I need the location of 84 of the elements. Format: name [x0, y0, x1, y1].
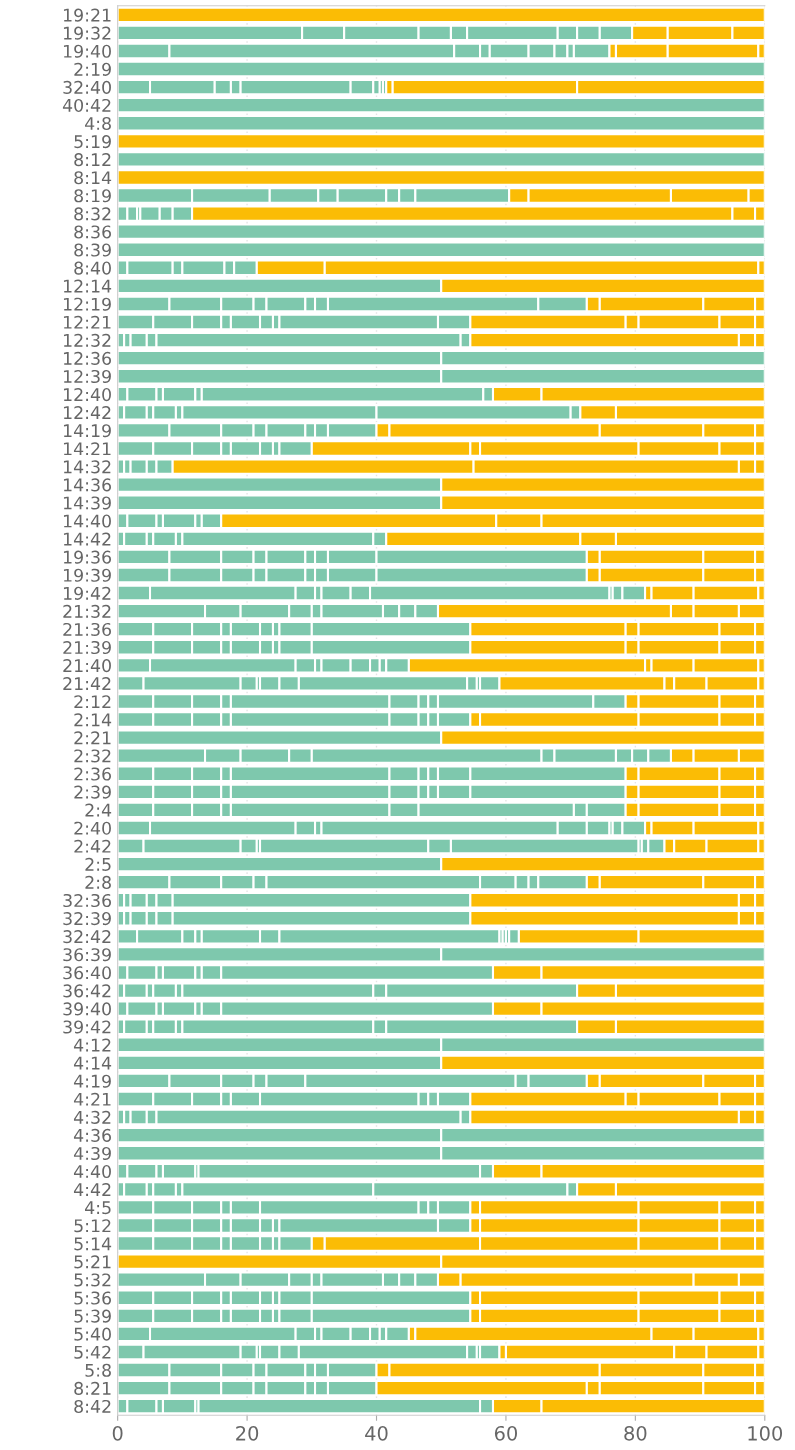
x-tick-label: 60: [494, 1425, 518, 1441]
y-tick-label: 8:42: [74, 1399, 111, 1414]
y-tick-label: 14:19: [63, 424, 111, 438]
y-tick-label: 14:40: [63, 514, 111, 528]
y-tick-label: 4:40: [73, 1164, 111, 1179]
y-tick-label: 2:36: [74, 767, 112, 781]
y-tick-label: 5:32: [74, 1273, 111, 1287]
y-tick-label: 5:12: [74, 1219, 111, 1233]
y-tick-label: 8:40: [74, 261, 111, 275]
y-tick-label: 32:42: [63, 930, 111, 944]
y-tick-label: 21:32: [63, 604, 111, 618]
y-tick-label: 4:32: [73, 1110, 111, 1124]
y-tick-label: 2:19: [74, 62, 111, 76]
y-tick-label: 19:42: [63, 586, 111, 600]
y-tick-label: 36:40: [63, 966, 111, 980]
y-tick-label: 4:5: [85, 1201, 111, 1215]
y-tick-label: 14:36: [63, 478, 112, 492]
y-tick-label: 4:8: [85, 116, 111, 131]
x-tick-label: 80: [624, 1425, 647, 1441]
y-tick-label: 21:42: [63, 677, 111, 690]
y-tick-label: 39:40: [63, 1002, 111, 1016]
y-tick-label: 12:39: [63, 369, 111, 384]
y-tick-label: 2:39: [74, 785, 111, 799]
y-tick-label: 8:32: [74, 207, 111, 221]
y-tick-label: 5:19: [74, 135, 111, 149]
y-tick-label: 19:40: [63, 44, 111, 58]
y-tick-label: 19:21: [63, 8, 111, 22]
y-tick-label: 2:40: [74, 821, 111, 835]
x-tick-label: 100: [748, 1425, 783, 1441]
y-tick-label: 12:36: [63, 351, 112, 365]
y-tick-label: 12:21: [63, 315, 111, 329]
y-tick-label: 2:32: [74, 749, 111, 763]
y-tick-label: 2:4: [85, 803, 112, 817]
y-tick-label: 32:36: [63, 893, 112, 908]
x-tick-label: 0: [112, 1425, 123, 1441]
y-tick-label: 8:12: [74, 153, 111, 167]
y-tick-label: 21:36: [63, 622, 112, 637]
y-tick-label: 4:42: [73, 1183, 111, 1196]
y-tick-label: 19:36: [63, 550, 112, 564]
y-tick-label: 14:21: [63, 442, 111, 456]
y-tick-label: 2:42: [74, 839, 111, 853]
y-tick-label: 8:39: [74, 243, 111, 257]
y-tick-label: 8:14: [74, 171, 112, 185]
y-tick-label: 5:39: [74, 1309, 111, 1323]
y-tick-label: 14:42: [63, 532, 111, 546]
y-tick-label: 12:42: [63, 406, 111, 419]
y-tick-label: 2:5: [85, 857, 111, 871]
y-tick-label: 5:36: [74, 1291, 112, 1305]
y-tick-label: 14:32: [63, 460, 111, 474]
y-tick-label: 12:14: [63, 279, 112, 293]
y-tick-label: 4:12: [73, 1038, 111, 1052]
y-tick-label: 32:39: [63, 912, 111, 926]
x-tick-label: 20: [236, 1425, 259, 1441]
y-tick-label: 4:19: [73, 1074, 111, 1088]
x-tick-label: 40: [365, 1425, 388, 1441]
y-tick-label: 5:42: [74, 1345, 111, 1359]
y-tick-label: 8:21: [74, 1381, 111, 1395]
y-tick-label: 32:40: [63, 80, 111, 94]
y-tick-label: 2:12: [74, 695, 111, 709]
y-tick-label: 36:39: [63, 948, 111, 962]
y-tick-label: 2:8: [85, 875, 111, 889]
y-tick-label: 4:14: [73, 1056, 112, 1070]
y-tick-label: 12:40: [63, 388, 111, 402]
y-tick-label: 12:19: [63, 297, 111, 311]
y-tick-label: 36:42: [63, 984, 111, 998]
y-tick-label: 8:36: [74, 225, 112, 239]
y-tick-label: 8:19: [74, 189, 111, 203]
y-tick-label: 21:40: [63, 659, 111, 673]
y-tick-label: 12:32: [63, 333, 111, 347]
y-tick-label: 19:32: [63, 26, 111, 40]
y-tick-label: 2:14: [74, 713, 112, 727]
y-tick-label: 5:21: [74, 1255, 111, 1269]
y-tick-label: 5:8: [85, 1363, 111, 1377]
y-tick-label: 5:40: [74, 1327, 111, 1341]
y-tick-label: 21:39: [63, 640, 111, 655]
y-tick-label: 14:39: [63, 496, 111, 510]
y-tick-label: 5:14: [74, 1237, 112, 1251]
y-tick-label: 39:42: [63, 1020, 111, 1034]
y-tick-label: 4:36: [73, 1128, 112, 1142]
y-tick-label: 4:39: [73, 1146, 111, 1161]
y-tick-label: 2:21: [74, 731, 111, 745]
y-tick-label: 4:21: [73, 1092, 111, 1106]
y-tick-label: 40:42: [62, 98, 111, 113]
y-tick-label: 19:39: [63, 568, 111, 582]
